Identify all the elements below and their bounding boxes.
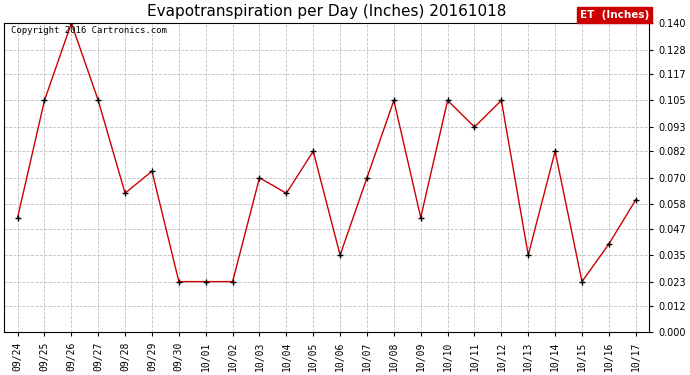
Text: ET  (Inches): ET (Inches) bbox=[580, 10, 649, 20]
Title: Evapotranspiration per Day (Inches) 20161018: Evapotranspiration per Day (Inches) 2016… bbox=[147, 4, 506, 19]
Text: Copyright 2016 Cartronics.com: Copyright 2016 Cartronics.com bbox=[10, 26, 166, 35]
